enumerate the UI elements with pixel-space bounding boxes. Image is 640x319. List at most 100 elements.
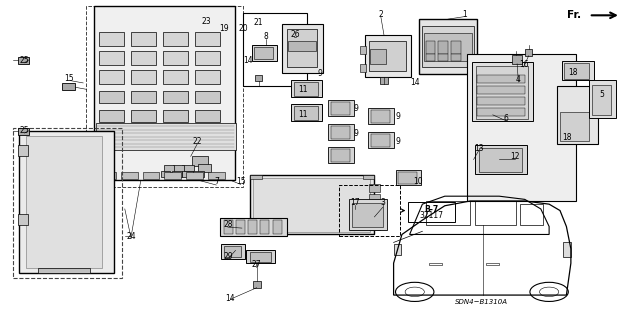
Bar	[472, 62, 533, 121]
Bar	[467, 54, 576, 201]
Bar	[250, 252, 271, 262]
Bar	[99, 110, 124, 122]
Circle shape	[56, 155, 69, 161]
Bar	[131, 32, 156, 46]
Text: 10: 10	[413, 177, 423, 186]
Text: 25: 25	[19, 56, 29, 65]
Bar	[370, 49, 386, 64]
Text: 15: 15	[236, 177, 246, 186]
Bar	[363, 175, 374, 179]
Text: 32117: 32117	[419, 211, 444, 220]
Bar	[451, 41, 461, 54]
Bar	[331, 102, 350, 115]
Text: 3: 3	[380, 198, 385, 207]
Bar	[426, 54, 435, 61]
Bar	[198, 164, 211, 172]
Bar	[477, 97, 525, 105]
Bar	[260, 220, 269, 234]
Bar	[328, 124, 354, 140]
Text: 25: 25	[19, 126, 29, 135]
Bar	[328, 147, 354, 163]
Bar	[250, 175, 262, 179]
Bar	[368, 132, 394, 148]
Bar	[220, 218, 287, 236]
Bar	[99, 32, 124, 46]
Bar	[426, 201, 470, 225]
Bar	[282, 24, 323, 73]
Bar	[18, 145, 28, 156]
Bar	[99, 51, 124, 65]
Bar	[369, 41, 406, 71]
Text: 1: 1	[462, 10, 467, 19]
Bar	[424, 33, 472, 61]
Bar	[18, 128, 29, 135]
Text: 19: 19	[219, 24, 229, 33]
Text: 16: 16	[518, 60, 529, 69]
Bar	[331, 149, 350, 162]
Bar	[248, 220, 257, 234]
Text: 24: 24	[126, 232, 136, 241]
Bar	[563, 242, 571, 257]
Bar	[477, 75, 525, 83]
Bar	[195, 32, 220, 46]
Bar	[331, 126, 350, 139]
Bar	[288, 41, 316, 51]
Bar	[291, 104, 322, 121]
Bar	[369, 223, 380, 230]
Bar	[19, 131, 114, 273]
Bar	[253, 178, 370, 232]
Bar	[419, 19, 477, 74]
Bar	[371, 134, 390, 147]
Bar	[371, 110, 390, 123]
Circle shape	[56, 223, 69, 230]
Bar	[273, 220, 282, 234]
Bar	[352, 203, 383, 227]
Bar	[173, 165, 184, 172]
Bar	[99, 70, 124, 84]
Bar	[221, 244, 245, 259]
Bar	[131, 70, 156, 84]
Bar	[163, 110, 188, 122]
Bar	[161, 171, 170, 177]
Bar	[422, 26, 474, 67]
Bar	[477, 86, 525, 94]
Bar	[557, 86, 598, 144]
Bar	[398, 172, 417, 184]
Bar	[365, 35, 411, 77]
Bar	[451, 54, 461, 61]
Bar	[62, 83, 75, 90]
Bar	[18, 214, 28, 225]
Bar	[328, 100, 354, 116]
Bar	[99, 91, 124, 103]
Bar	[163, 91, 188, 103]
Bar	[339, 185, 400, 236]
Bar	[254, 47, 273, 59]
Bar	[429, 263, 442, 265]
Text: SDN4−B1310A: SDN4−B1310A	[455, 300, 508, 305]
Bar	[236, 220, 245, 234]
Text: Fr.: Fr.	[567, 10, 581, 20]
Bar	[560, 112, 589, 141]
Text: 9: 9	[396, 137, 401, 146]
Bar	[131, 91, 156, 103]
Text: 21: 21	[253, 18, 262, 27]
Bar	[408, 202, 455, 222]
Text: 9: 9	[396, 112, 401, 121]
Text: 5: 5	[599, 90, 604, 99]
Bar	[564, 63, 589, 79]
Bar	[360, 46, 366, 54]
Bar	[520, 204, 543, 225]
Bar	[208, 172, 225, 179]
Bar	[562, 61, 594, 80]
Text: 14: 14	[243, 56, 253, 65]
Bar	[250, 175, 374, 234]
Bar	[294, 106, 318, 120]
Bar	[394, 244, 401, 255]
Text: 13: 13	[474, 144, 484, 153]
Bar	[131, 51, 156, 65]
Text: 9: 9	[353, 130, 358, 138]
Bar	[592, 85, 611, 115]
Bar	[477, 108, 525, 116]
Bar	[186, 172, 203, 179]
Bar	[349, 199, 387, 230]
